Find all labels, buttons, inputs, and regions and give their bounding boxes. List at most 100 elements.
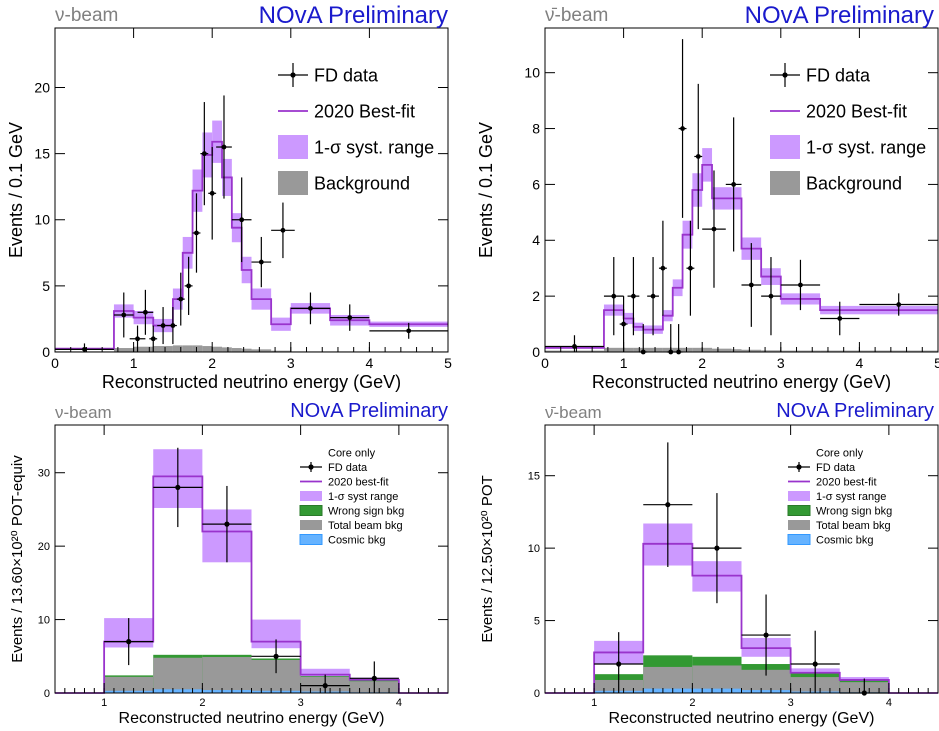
syst-band-bin bbox=[300, 668, 350, 678]
x-axis-label: Reconstructed neutrino energy (GeV) bbox=[102, 372, 401, 392]
y-tick-label: 0 bbox=[534, 688, 540, 700]
legend-data-marker bbox=[796, 464, 802, 470]
background-bin bbox=[780, 350, 821, 352]
y-tick-label: 6 bbox=[532, 176, 540, 192]
beam-label: ν̄-beam bbox=[545, 5, 609, 26]
x-tick-label: 0 bbox=[51, 355, 59, 371]
x-axis-label: Reconstructed neutrino energy (GeV) bbox=[592, 372, 891, 392]
preliminary-label: NOvA Preliminary bbox=[258, 2, 448, 29]
data-point bbox=[406, 328, 412, 334]
legend-label: Total beam bkg bbox=[816, 520, 891, 532]
data-point bbox=[650, 293, 656, 299]
data-point bbox=[280, 227, 286, 233]
legend-label: FD data bbox=[328, 462, 368, 474]
background-bin bbox=[202, 346, 213, 352]
legend-cosmic-swatch bbox=[299, 534, 323, 545]
cosmic-bkg-bin bbox=[202, 690, 252, 693]
data-point bbox=[621, 321, 626, 327]
legend-band-swatch bbox=[770, 135, 800, 159]
x-tick-label: 4 bbox=[886, 697, 892, 709]
data-point bbox=[631, 293, 636, 299]
data-point bbox=[371, 675, 377, 681]
cosmic-bkg-bin bbox=[153, 689, 203, 693]
data-point bbox=[186, 283, 192, 289]
background-bin bbox=[820, 350, 938, 352]
plot-frame bbox=[54, 27, 449, 353]
chart-numu-rhc: 0 1 2 3 4 5 0 2 4 6 8 10 Reconstructed neutrino ener… bbox=[476, 27, 939, 392]
cosmic-bkg-bin bbox=[104, 690, 154, 693]
beam-bkg-bin bbox=[692, 665, 742, 693]
panel-top-right: ν̄-beam NOvA Preliminary 0 1 2 3 4 5 0 2 4 6 8 10 Re… bbox=[470, 0, 939, 395]
x-tick-label: 2 bbox=[199, 697, 205, 709]
legend-label: Wrong sign bkg bbox=[328, 505, 404, 517]
data-point bbox=[572, 344, 577, 349]
background-bin bbox=[172, 345, 183, 352]
background-bin bbox=[133, 346, 154, 352]
bestfit-line bbox=[55, 140, 448, 350]
background-bin bbox=[212, 346, 223, 352]
legend-label: Cosmic bkg bbox=[328, 534, 385, 546]
background-bin bbox=[712, 348, 732, 352]
x-tick-label: 0 bbox=[541, 355, 549, 371]
data-point bbox=[680, 126, 685, 131]
legend-label: 2020 best-fit bbox=[328, 476, 389, 488]
data-point bbox=[150, 336, 156, 342]
data-point bbox=[224, 521, 230, 527]
legend-label: Total beam bkg bbox=[328, 520, 403, 532]
data-point bbox=[616, 661, 622, 667]
background-bin bbox=[231, 348, 242, 352]
legend-band-swatch bbox=[278, 135, 308, 159]
y-axis-label: Events / 13.60×10²⁰ POT-equiv bbox=[9, 455, 26, 663]
background-bin bbox=[241, 348, 252, 352]
data-point bbox=[711, 226, 717, 232]
preliminary-label: NOvA Preliminary bbox=[744, 2, 934, 29]
y-axis-label: Events / 0.1 GeV bbox=[6, 122, 26, 258]
data-point bbox=[798, 282, 803, 288]
data-point bbox=[714, 545, 720, 551]
background-bin bbox=[761, 350, 781, 352]
background-bin bbox=[113, 348, 134, 352]
y-tick-label: 2 bbox=[532, 288, 540, 304]
panel-bottom-left: ν-beam NOvA Preliminary 1 2 3 4 0 10 20 30 Recon… bbox=[0, 395, 470, 731]
background-bin bbox=[702, 347, 713, 352]
data-point bbox=[170, 323, 176, 328]
chart-nue-fhc: 1 2 3 4 0 10 20 30 Reconstructed neutrino energy… bbox=[9, 424, 449, 727]
y-axis-label: Events / 0.1 GeV bbox=[476, 122, 496, 258]
chart-numu-fhc: 0 1 2 3 4 5 0 5 10 15 20 Reconstructed neutrino ene… bbox=[6, 27, 452, 392]
data-point bbox=[258, 259, 264, 265]
y-tick-label: 20 bbox=[38, 541, 50, 553]
x-tick-label: 2 bbox=[689, 697, 695, 709]
data-point bbox=[748, 282, 754, 288]
legend-label: Cosmic bkg bbox=[816, 534, 873, 546]
x-tick-label: 4 bbox=[396, 697, 402, 709]
beam-bkg-bin bbox=[104, 676, 154, 693]
panel-top-left: ν-beam NOvA Preliminary 0 1 2 3 4 5 0 5 10 15 20 Re… bbox=[0, 0, 470, 395]
x-tick-label: 5 bbox=[444, 355, 452, 371]
legend-label: Background bbox=[806, 173, 902, 193]
y-tick-label: 4 bbox=[532, 232, 540, 248]
legend-background-swatch bbox=[770, 171, 800, 195]
x-tick-label: 1 bbox=[101, 697, 107, 709]
x-tick-label: 2 bbox=[698, 355, 706, 371]
legend-title: Core only bbox=[328, 448, 376, 460]
data-point bbox=[812, 661, 818, 667]
x-tick-label: 3 bbox=[298, 697, 304, 709]
data-point bbox=[175, 484, 181, 491]
data-point bbox=[731, 182, 737, 187]
plot-frame bbox=[544, 27, 939, 353]
legend-cosmic-swatch bbox=[787, 534, 811, 545]
y-tick-label: 5 bbox=[534, 615, 540, 627]
background-bin bbox=[731, 349, 742, 352]
background-bin bbox=[192, 345, 203, 352]
beam-label: ν-beam bbox=[55, 5, 119, 26]
background-bin bbox=[623, 347, 634, 352]
data-point bbox=[611, 293, 617, 299]
data-point bbox=[695, 154, 701, 159]
legend-wrong-sign-swatch bbox=[787, 505, 811, 516]
data-point bbox=[239, 217, 245, 223]
y-tick-label: 15 bbox=[528, 471, 540, 483]
data-point bbox=[273, 653, 279, 659]
data-point bbox=[308, 305, 313, 311]
data-point bbox=[135, 336, 140, 342]
y-tick-label: 10 bbox=[34, 212, 50, 228]
